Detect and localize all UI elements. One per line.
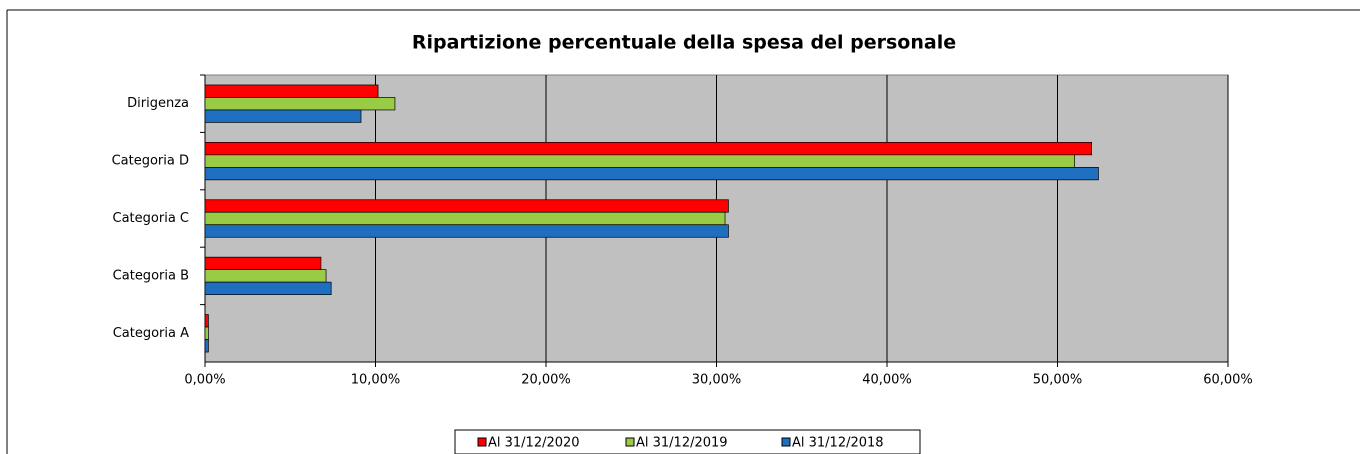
bar	[204, 211, 726, 226]
y-tick-label: Dirigenza	[127, 96, 189, 111]
x-tick-label: 40,00%	[862, 373, 912, 388]
x-tick-label: 50,00%	[1033, 373, 1083, 388]
x-tick-label: 10,00%	[351, 373, 401, 388]
y-tick-label: Categoria D	[112, 154, 189, 169]
bar	[204, 256, 322, 270]
bar	[204, 281, 332, 295]
y-tick-label: Categoria A	[113, 326, 189, 341]
legend-label: Al 31/12/2019	[636, 436, 728, 451]
x-tick-label: 30,00%	[692, 373, 742, 388]
bar	[204, 154, 1075, 168]
bar	[204, 339, 209, 353]
legend-swatch	[625, 437, 635, 447]
legend-label: Al 31/12/2018	[792, 436, 884, 451]
bar	[204, 199, 729, 213]
bar	[204, 326, 209, 340]
bar	[204, 142, 1092, 156]
bar	[204, 167, 1099, 181]
bar	[204, 109, 362, 123]
x-tick-label: 20,00%	[521, 373, 571, 388]
legend-swatch	[781, 437, 791, 447]
y-tick-label: Categoria B	[113, 268, 189, 283]
x-tick-label: 0,00%	[184, 373, 225, 388]
x-tick-label: 60,00%	[1203, 373, 1253, 388]
legend-label: Al 31/12/2020	[488, 436, 580, 451]
legend-swatch	[477, 437, 487, 447]
legend	[454, 429, 921, 454]
bar	[204, 97, 396, 111]
bar	[204, 224, 729, 238]
bar	[204, 84, 379, 98]
y-tick-label: Categoria C	[113, 211, 189, 226]
bar	[204, 269, 327, 283]
bar	[204, 314, 209, 328]
chart-title: Ripartizione percentuale della spesa del…	[412, 32, 956, 54]
